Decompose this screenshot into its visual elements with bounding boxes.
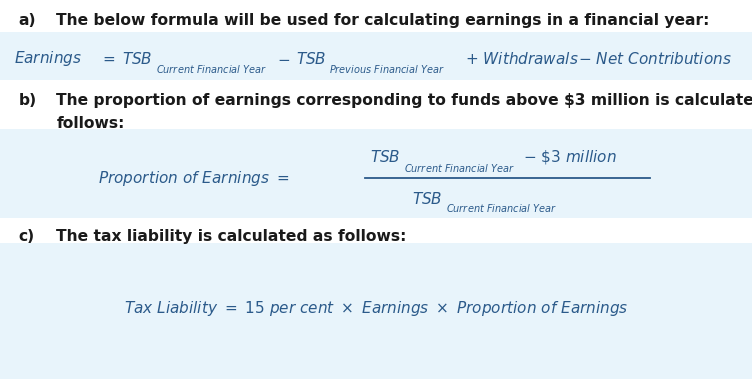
FancyBboxPatch shape: [0, 129, 752, 218]
Text: $\mathit{TSB}$: $\mathit{TSB}$: [412, 191, 443, 207]
Text: $\mathit{Tax\ Liability}\ =\ 15\ \mathit{per\ cent}\ \times\ \mathit{Earnings}\ : $\mathit{Tax\ Liability}\ =\ 15\ \mathit…: [124, 299, 628, 318]
Text: $-\ \mathit{Net\ Contributions}$: $-\ \mathit{Net\ Contributions}$: [578, 51, 731, 67]
Text: The proportion of earnings corresponding to funds above $3 million is calculated: The proportion of earnings corresponding…: [56, 93, 752, 108]
FancyBboxPatch shape: [0, 32, 752, 80]
Text: The below formula will be used for calculating earnings in a financial year:: The below formula will be used for calcu…: [56, 13, 710, 28]
Text: $\mathit{TSB}$: $\mathit{TSB}$: [370, 149, 401, 165]
Text: $-$: $-$: [277, 51, 290, 66]
Text: $\mathit{TSB}$: $\mathit{TSB}$: [122, 51, 153, 67]
Text: b): b): [19, 93, 37, 108]
FancyBboxPatch shape: [0, 243, 752, 379]
Text: $\mathit{Current\ Financial\ Year}$: $\mathit{Current\ Financial\ Year}$: [156, 63, 267, 75]
Text: $\mathit{TSB}$: $\mathit{TSB}$: [296, 51, 326, 67]
Text: $\mathit{Current\ Financial\ Year}$: $\mathit{Current\ Financial\ Year}$: [404, 162, 515, 174]
Text: The tax liability is calculated as follows:: The tax liability is calculated as follo…: [56, 229, 407, 244]
Text: $+\ \mathit{Withdrawals}$: $+\ \mathit{Withdrawals}$: [465, 51, 578, 67]
Text: $\mathit{Earnings}$: $\mathit{Earnings}$: [14, 49, 82, 68]
Text: $\mathit{Previous\ Financial\ Year}$: $\mathit{Previous\ Financial\ Year}$: [329, 63, 445, 75]
Text: $=$: $=$: [100, 51, 116, 66]
Text: c): c): [19, 229, 35, 244]
Text: a): a): [19, 13, 36, 28]
Text: $\mathit{Current\ Financial\ Year}$: $\mathit{Current\ Financial\ Year}$: [446, 202, 557, 215]
Text: $-\ \$3\ \mathit{million}$: $-\ \$3\ \mathit{million}$: [523, 148, 617, 166]
Text: $\mathit{Proportion\ of\ Earnings}\ =$: $\mathit{Proportion\ of\ Earnings}\ =$: [98, 169, 289, 188]
Text: follows:: follows:: [56, 116, 125, 131]
